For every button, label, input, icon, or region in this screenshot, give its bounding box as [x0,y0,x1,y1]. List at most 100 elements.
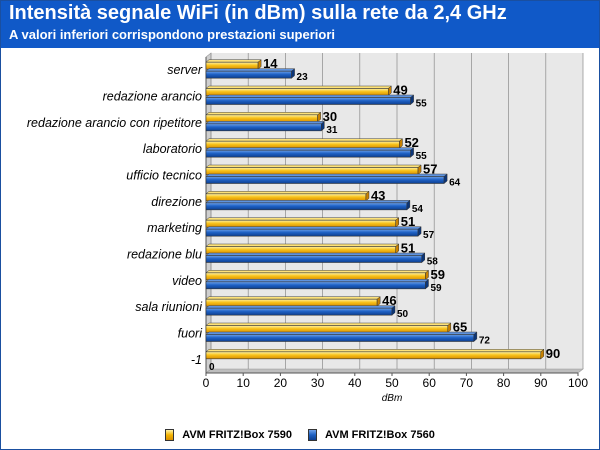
data-label-7560: 55 [416,151,428,162]
bar-end-face [376,296,381,307]
bar-end-face [391,305,396,316]
data-label-7560: 58 [427,257,439,268]
chart-title: Intensità segnale WiFi (in dBm) sulla re… [9,2,507,24]
category-label: video [172,274,202,288]
bar-end-face [447,322,452,334]
bar-top-face [205,112,322,116]
x-tick-label: 40 [348,376,362,390]
bar-top-face [205,164,422,168]
bar-7560 [205,307,393,316]
bar-top-face [205,217,400,221]
category-label: redazione blu [127,248,202,262]
x-tick-label: 60 [423,376,437,390]
data-label-7590: 51 [401,241,415,256]
data-label-7590: 14 [263,56,278,71]
bar-top-face [205,68,296,72]
bar-end-face [425,278,429,290]
bar-7560 [205,70,292,79]
data-label-7590: 65 [453,320,467,335]
x-tick-label: 70 [460,376,474,390]
bar-7590 [205,219,397,228]
data-label-7590: 57 [423,162,437,177]
plot-background [206,53,583,373]
category-label: ufficio tecnico [126,169,202,183]
bar-top-face [205,85,392,89]
bar-7590 [205,246,397,254]
bar-end-face [421,252,426,264]
bar-top-face [205,191,370,195]
bar-top-face [205,322,452,326]
data-label-7590: 49 [393,83,407,98]
bar-top-face [205,138,404,142]
bar-7590 [205,193,367,202]
data-label-7560: 72 [479,336,491,347]
bar-7590 [205,298,378,307]
x-axis-label: dBm [382,393,403,404]
bar-end-face [388,85,392,97]
bar-end-face [395,217,399,228]
bar-end-face [443,173,448,185]
bar-top-face [205,305,396,309]
legend-item-7560: AVM FRITZ!Box 7560 [308,429,435,441]
bar-7590 [205,325,449,333]
bar-top-face [205,349,545,353]
data-label-7560: 31 [326,125,338,136]
category-label: direzione [151,195,202,209]
bar-7560 [205,202,408,211]
chart-header: Intensità segnale WiFi (in dBm) sulla re… [1,1,599,48]
bar-end-face [406,199,411,211]
bar-top-face [205,252,426,256]
bar-7560 [205,334,475,342]
category-label: redazione arancio con ripetitore [27,116,202,130]
bar-7560 [205,97,411,105]
bar-end-face [425,269,429,281]
bar-7590 [205,114,318,123]
data-label-7590: 52 [404,135,418,150]
x-tick-label: 20 [274,376,288,390]
data-label-7560: 64 [449,178,461,189]
legend-label-7560: AVM FRITZ!Box 7560 [325,429,435,441]
x-tick-label: 50 [385,376,399,390]
bar-top-face [205,270,430,274]
bar-7590 [205,140,400,149]
bar-end-face [417,164,422,176]
data-label-7590: 43 [371,188,385,203]
bar-end-face [410,94,414,106]
data-label-7560: 55 [416,99,428,110]
data-label-7560: 0 [209,362,215,373]
bar-7590 [205,272,426,281]
bar-top-face [205,94,415,98]
bar-end-face [291,68,295,79]
bar-top-face [205,296,381,300]
bar-7590 [205,61,259,70]
bar-7590 [205,351,542,360]
bar-top-face [205,121,326,125]
x-tick-label: 30 [311,376,325,390]
bar-7590 [205,88,389,96]
data-label-7560: 50 [397,309,409,320]
chart-subtitle: A valori inferiori corrispondono prestaz… [9,27,336,42]
x-tick-label: 0 [203,376,210,390]
bar-end-face [365,190,370,202]
data-label-7560: 59 [430,283,442,294]
chart-legend: AVM FRITZ!Box 7590 AVM FRITZ!Box 7560 [1,427,599,443]
legend-swatch-7590 [165,429,175,441]
category-label: sala riunioni [135,300,203,314]
category-label: fuori [178,327,204,341]
data-label-7590: 90 [546,346,560,361]
legend-swatch-7560 [308,429,317,441]
data-label-7590: 46 [382,293,396,308]
x-tick-label: 90 [534,376,548,390]
bar-top-face [205,147,415,151]
category-label: marketing [147,221,202,235]
bar-top-face [205,226,422,230]
data-label-7560: 54 [412,204,424,215]
bar-end-face [317,111,321,123]
category-label: laboratorio [143,142,202,156]
data-label-7560: 23 [297,72,309,83]
bar-top-face [205,200,411,204]
bar-top-face [205,173,448,177]
bar-7560 [205,255,423,263]
bar-7560 [205,228,419,237]
